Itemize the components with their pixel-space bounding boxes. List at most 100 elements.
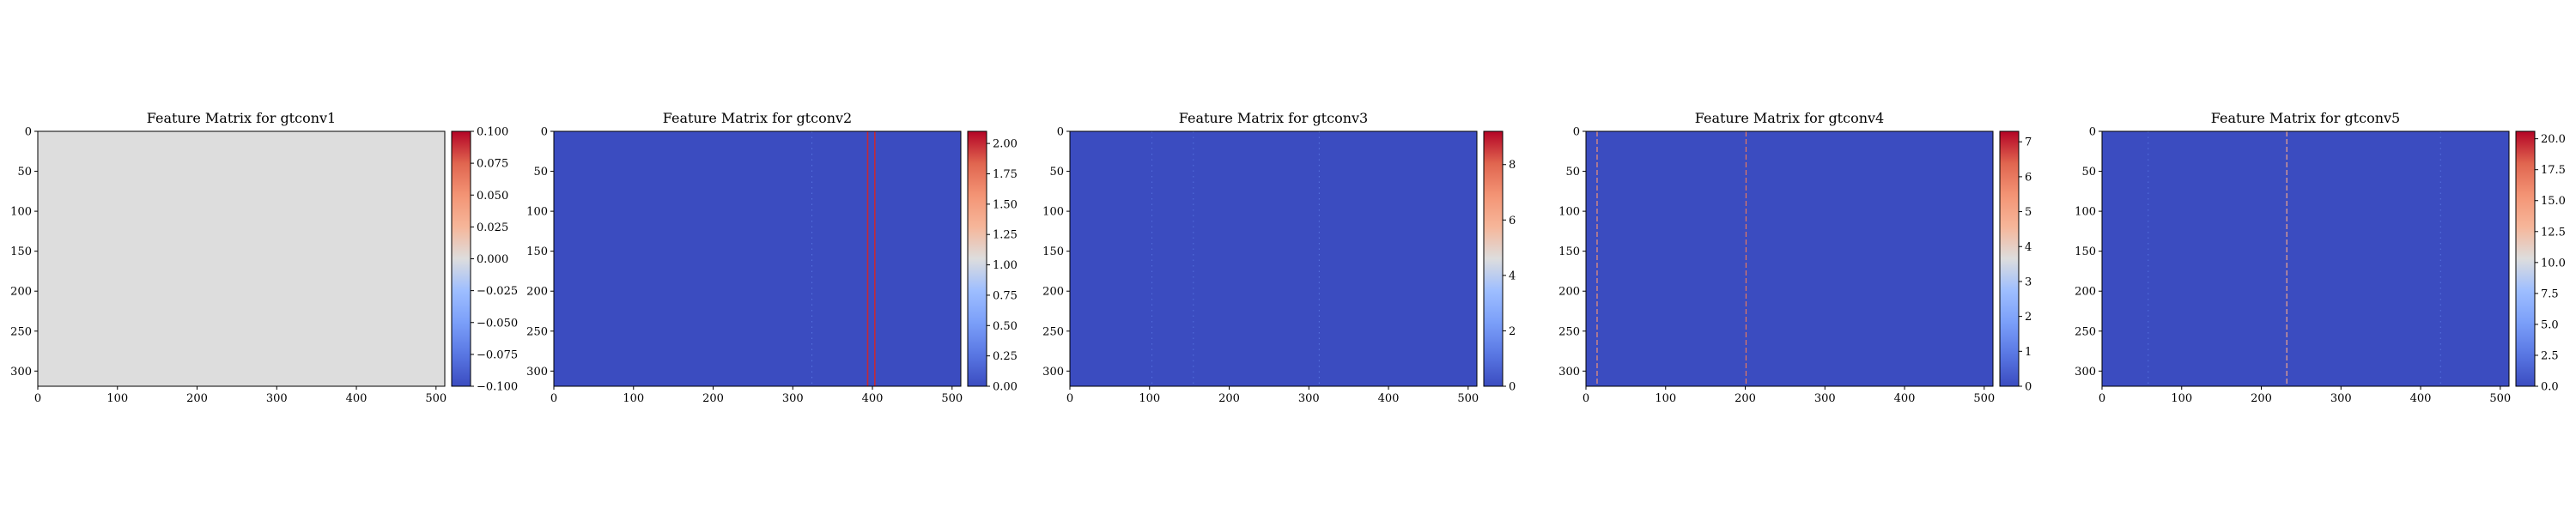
- x-tick-label: 0: [34, 392, 41, 405]
- colorbar-tick-label: 0.050: [477, 190, 508, 203]
- x-tick-label: 0: [1066, 392, 1073, 405]
- y-tick-label: 300: [2075, 366, 2096, 379]
- colorbar-tick-label: 15.0: [2541, 195, 2566, 208]
- y-tick-label: 250: [526, 325, 548, 338]
- colorbar: [452, 131, 471, 386]
- y-tick-label: 0: [541, 126, 548, 139]
- x-tick-label: 500: [1457, 392, 1479, 405]
- colorbar-tick-label: 0.100: [477, 126, 508, 139]
- colorbar: [2516, 131, 2535, 386]
- y-tick-label: 150: [2075, 245, 2096, 258]
- colorbar-tick-label: 1.75: [993, 168, 1018, 181]
- colorbar-tick-label: 7: [2025, 136, 2032, 149]
- colorbar-tick-label: 2.00: [993, 138, 1018, 151]
- y-tick-label: 250: [2075, 325, 2096, 338]
- colorbar-tick-label: 4: [2025, 241, 2032, 254]
- x-tick-label: 500: [2489, 392, 2511, 405]
- colorbar-tick-label: 1.00: [993, 259, 1018, 272]
- colorbar-tick-label: 1.25: [993, 229, 1018, 242]
- colorbar: [2000, 131, 2019, 386]
- y-tick-label: 300: [526, 366, 548, 379]
- x-tick-label: 400: [1378, 392, 1400, 405]
- y-tick-label: 100: [526, 206, 548, 219]
- colorbar-tick-label: 10.0: [2541, 257, 2566, 270]
- colorbar-tick-label: 4: [1509, 270, 1516, 282]
- heatmap-body: [554, 131, 961, 386]
- y-tick-label: 200: [1042, 286, 1064, 299]
- heatmap-panel-1: Feature Matrix for gtconv1 0 100 200 300 400 5…: [10, 110, 518, 405]
- chart-title: Feature Matrix for gtconv1: [147, 110, 336, 126]
- y-tick-label: 300: [1042, 366, 1064, 379]
- colorbar-tick-label: −0.050: [477, 317, 518, 330]
- x-tick-label: 300: [782, 392, 804, 405]
- colorbar-tick-label: 0.75: [993, 289, 1018, 302]
- colorbar-tick-label: 1: [2025, 346, 2032, 359]
- colorbar-tick-label: 0: [2025, 381, 2032, 394]
- axes-frame: [1069, 130, 1478, 387]
- x-tick-label: 0: [1583, 392, 1589, 405]
- colorbar-tick-label: 5: [2025, 206, 2032, 219]
- x-tick-label: 100: [1139, 392, 1160, 405]
- colorbar-tick-label: 17.5: [2541, 164, 2566, 177]
- colorbar-tick-label: 2: [2025, 311, 2032, 324]
- x-tick-label: 100: [2171, 392, 2192, 405]
- colorbar-tick-label: −0.075: [477, 348, 518, 361]
- colorbar-tick-label: 0.00: [993, 381, 1018, 394]
- axes-frame: [1585, 130, 1994, 387]
- colorbar-tick-label: 0.075: [477, 158, 508, 171]
- y-tick-label: 150: [1558, 245, 1580, 258]
- y-tick-label: 200: [1558, 286, 1580, 299]
- colorbar-frame: [2515, 130, 2536, 387]
- heatmap-body: [1070, 131, 1477, 386]
- x-tick-label: 200: [1735, 392, 1756, 405]
- y-tick-label: 300: [1558, 366, 1580, 379]
- x-tick-label: 100: [1655, 392, 1676, 405]
- colorbar-tick-label: 0.25: [993, 350, 1018, 363]
- y-tick-label: 250: [1558, 325, 1580, 338]
- y-tick-label: 0: [1573, 126, 1580, 139]
- colorbar-tick-label: 12.5: [2541, 226, 2566, 239]
- colorbar-tick-label: 8: [1509, 159, 1516, 172]
- y-tick-label: 0: [25, 126, 32, 139]
- y-tick-label: 150: [526, 245, 548, 258]
- chart-title: Feature Matrix for gtconv5: [2211, 110, 2400, 126]
- heatmap-body: [2102, 131, 2509, 386]
- x-tick-label: 200: [2251, 392, 2272, 405]
- x-tick-label: 0: [550, 392, 557, 405]
- colorbar-tick-label: 6: [1509, 215, 1516, 227]
- x-tick-label: 400: [2410, 392, 2432, 405]
- heatmap-panel-5: Feature Matrix for gtconv5 0 100 200 300 400 5…: [2075, 110, 2566, 405]
- axes-frame: [37, 130, 446, 387]
- y-tick-label: 200: [2075, 286, 2096, 299]
- colorbar-tick-label: 5.0: [2541, 318, 2559, 331]
- colorbar-frame: [1999, 130, 2020, 387]
- colorbar-tick-label: 2: [1509, 325, 1516, 338]
- colorbar-tick-label: 6: [2025, 171, 2032, 184]
- y-tick-label: 50: [2081, 166, 2096, 179]
- x-tick-label: 100: [623, 392, 644, 405]
- heatmap-panel-2: Feature Matrix for gtconv2 0 100 200 300 400 5…: [526, 110, 1018, 405]
- heatmap-body: [38, 131, 445, 386]
- colorbar-tick-label: 0: [1509, 381, 1516, 394]
- colorbar-tick-label: 0.000: [477, 253, 508, 266]
- colorbar: [1484, 131, 1503, 386]
- x-tick-label: 200: [186, 392, 208, 405]
- colorbar-frame: [967, 130, 987, 387]
- x-tick-label: 400: [862, 392, 884, 405]
- y-tick-label: 0: [2089, 126, 2096, 139]
- y-tick-label: 50: [1049, 166, 1064, 179]
- x-tick-label: 500: [425, 392, 447, 405]
- y-tick-label: 100: [2075, 206, 2096, 219]
- colorbar-tick-label: −0.025: [477, 285, 518, 298]
- colorbar-tick-label: 0.025: [477, 221, 508, 234]
- colorbar-tick-label: 3: [2025, 276, 2032, 288]
- x-tick-label: 300: [1298, 392, 1320, 405]
- colorbar-tick-label: 7.5: [2541, 288, 2559, 300]
- colorbar-tick-label: −0.100: [477, 381, 518, 394]
- x-tick-label: 400: [1894, 392, 1916, 405]
- y-tick-label: 100: [1558, 206, 1580, 219]
- x-tick-label: 0: [2099, 392, 2105, 405]
- y-tick-label: 150: [10, 245, 32, 258]
